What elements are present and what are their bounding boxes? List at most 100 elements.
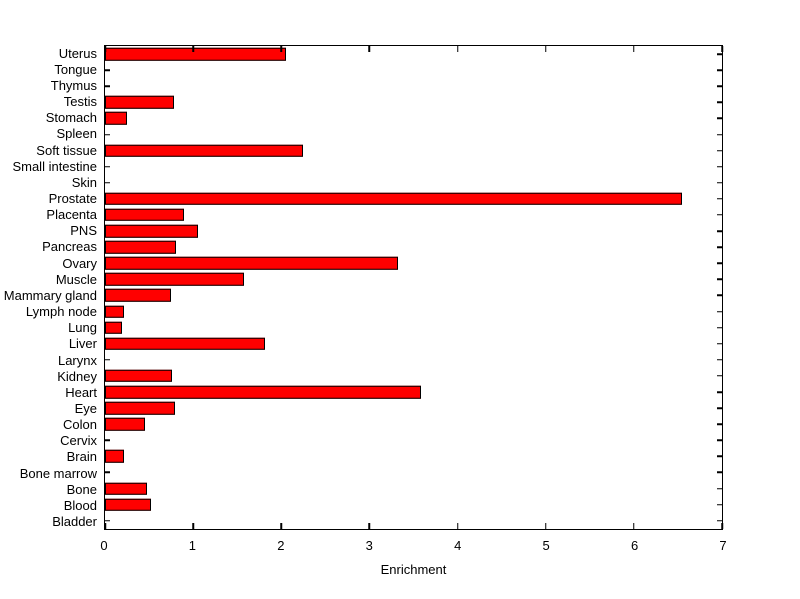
bar-row <box>105 448 722 464</box>
y-tick-mark <box>717 278 722 281</box>
y-tick-mark <box>717 294 722 297</box>
x-tick-mark <box>280 46 283 52</box>
bar-row <box>105 94 722 110</box>
category-label: Ovary <box>62 255 97 271</box>
y-tick-mark <box>717 391 722 393</box>
y-tick-mark <box>717 423 722 425</box>
y-tick-mark <box>717 133 722 136</box>
x-tick-label: 2 <box>277 538 285 553</box>
bar-row <box>105 400 722 416</box>
x-tick-mark <box>368 46 371 52</box>
category-label: Colon <box>63 417 97 433</box>
y-tick-mark <box>717 214 722 216</box>
category-label: Bone <box>66 481 97 497</box>
x-tick-label: 6 <box>630 538 639 553</box>
bar-placenta <box>105 208 185 222</box>
y-tick-mark <box>717 439 722 442</box>
plot-area <box>104 45 723 530</box>
bar-row <box>105 352 722 368</box>
category-label: Tongue <box>54 61 97 77</box>
bar-row <box>105 110 722 126</box>
y-tick-mark <box>105 439 110 442</box>
x-tick-mark <box>721 523 723 529</box>
bar-pns <box>105 224 198 238</box>
x-tick-mark <box>721 46 723 52</box>
x-tick-mark <box>633 523 635 529</box>
category-label: Uterus <box>58 45 97 61</box>
y-tick-mark <box>717 53 722 55</box>
category-label: Muscle <box>55 271 97 287</box>
y-tick-mark <box>717 165 722 168</box>
x-tick-mark <box>544 46 547 52</box>
bar-soft-tissue <box>105 144 304 157</box>
x-tick-mark <box>104 523 106 529</box>
x-tick-mark <box>192 46 194 52</box>
y-tick-mark <box>105 182 110 184</box>
bar-row <box>105 239 722 255</box>
y-tick-mark <box>717 375 722 377</box>
y-tick-mark <box>717 101 722 104</box>
y-tick-mark <box>717 326 722 329</box>
category-label: Brain <box>66 449 97 465</box>
bar-uterus <box>105 47 286 61</box>
category-label: Soft tissue <box>36 142 97 158</box>
bar-row <box>105 287 722 303</box>
category-label: Blood <box>63 497 97 513</box>
bar-row <box>105 255 722 271</box>
y-tick-mark <box>717 359 722 361</box>
category-label: Bladder <box>52 514 97 530</box>
y-tick-mark <box>717 342 722 345</box>
bar-lung <box>105 321 122 334</box>
y-tick-mark <box>717 310 722 313</box>
x-tick-mark <box>192 523 194 529</box>
y-tick-mark <box>717 85 722 87</box>
bar-row <box>105 481 722 497</box>
y-tick-mark <box>105 359 110 361</box>
category-label: Pancreas <box>42 239 97 255</box>
bar-row <box>105 223 722 239</box>
bar-row <box>105 304 722 320</box>
y-tick-mark <box>717 117 722 120</box>
y-tick-mark <box>717 230 722 232</box>
bar-kidney <box>105 369 172 383</box>
x-tick-mark <box>633 46 635 52</box>
category-label: Prostate <box>48 190 97 206</box>
y-tick-mark <box>717 262 722 265</box>
bar-row <box>105 46 722 62</box>
bar-row <box>105 368 722 384</box>
y-tick-mark <box>717 182 722 184</box>
x-tick-mark <box>368 523 371 529</box>
bar-row <box>105 78 722 94</box>
y-tick-mark <box>717 487 722 490</box>
bar-row <box>105 143 722 159</box>
bar-row <box>105 159 722 175</box>
bar-row <box>105 191 722 207</box>
x-axis-tick-labels: 0 1 2 3 4 5 6 7 <box>100 538 727 554</box>
y-tick-mark <box>717 198 722 200</box>
bar-row <box>105 416 722 432</box>
bar-mammary-gland <box>105 289 172 302</box>
x-tick-label: 5 <box>542 538 550 553</box>
bar-muscle <box>105 273 245 286</box>
x-tick-label: 7 <box>719 538 727 553</box>
bar-blood <box>105 498 151 511</box>
category-label: Heart <box>65 384 97 400</box>
bar-row <box>105 432 722 448</box>
bar-row <box>105 320 722 336</box>
y-tick-mark <box>105 165 110 168</box>
y-tick-mark <box>717 246 722 248</box>
category-label: Eye <box>74 401 97 417</box>
bar-testis <box>105 96 174 109</box>
bar-prostate <box>105 192 683 206</box>
category-label: Small intestine <box>12 158 97 174</box>
bar-row <box>105 271 722 287</box>
category-label: Kidney <box>57 368 97 384</box>
category-label: Testis <box>63 94 97 110</box>
y-tick-mark <box>105 133 110 136</box>
category-label: Lymph node <box>25 304 97 320</box>
y-tick-mark <box>105 85 110 87</box>
y-tick-mark <box>717 407 722 409</box>
category-label: PNS <box>70 223 97 239</box>
x-tick-label: 3 <box>365 538 373 553</box>
x-tick-mark <box>456 46 459 52</box>
